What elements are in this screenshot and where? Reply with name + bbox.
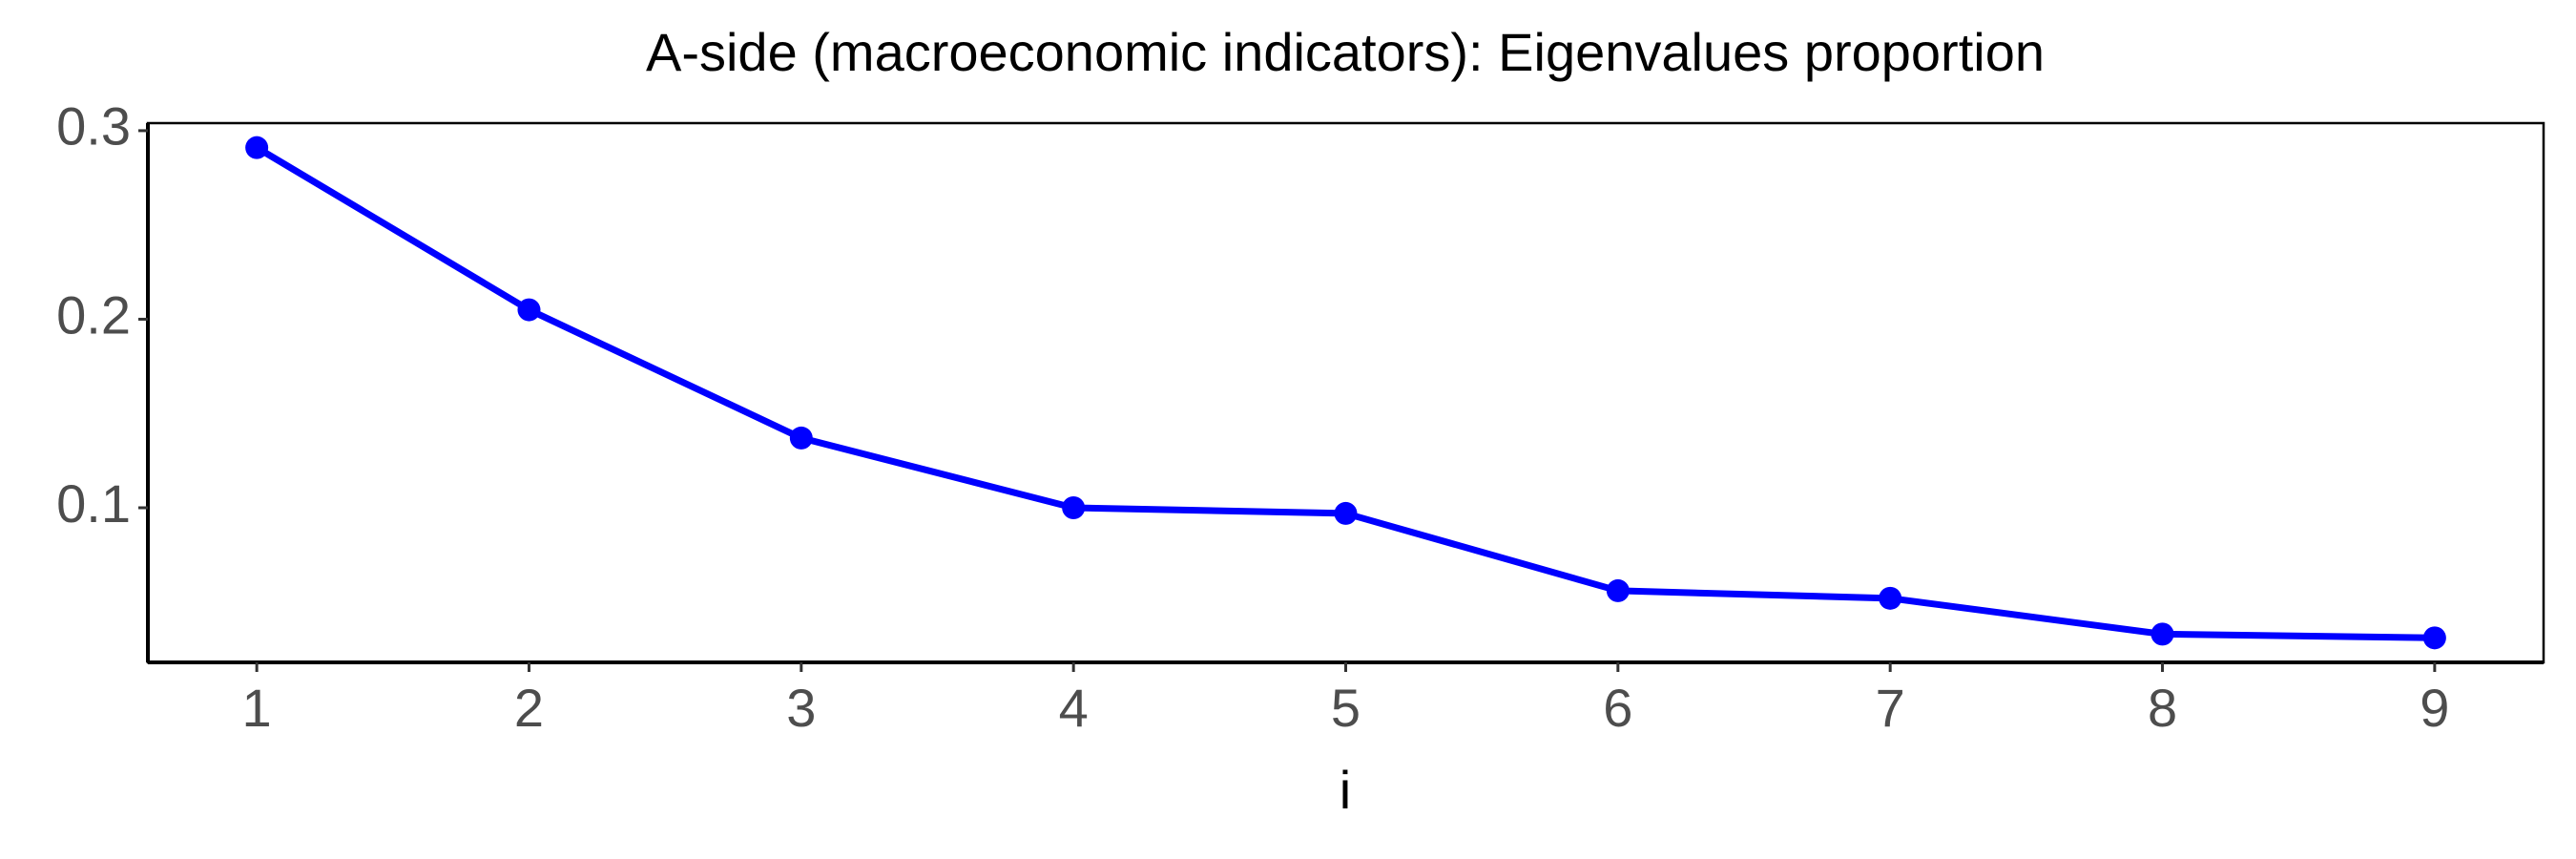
x-tick-label: 2 bbox=[514, 678, 544, 738]
data-point bbox=[789, 426, 813, 450]
data-point bbox=[1334, 501, 1358, 525]
x-tick-label: 1 bbox=[242, 678, 272, 738]
x-tick-label: 3 bbox=[786, 678, 816, 738]
data-point bbox=[517, 298, 541, 322]
data-point bbox=[2150, 622, 2174, 646]
data-point bbox=[2422, 626, 2446, 650]
data-point bbox=[1606, 578, 1630, 602]
x-tick-label: 5 bbox=[1331, 678, 1361, 738]
x-tick-label: 9 bbox=[2420, 678, 2449, 738]
x-tick-label: 4 bbox=[1059, 678, 1089, 738]
x-tick-label: 8 bbox=[2148, 678, 2177, 738]
data-point bbox=[245, 136, 269, 159]
x-tick-label: 7 bbox=[1876, 678, 1905, 738]
y-tick-label: 0.2 bbox=[56, 284, 131, 345]
x-tick-label: 6 bbox=[1603, 678, 1632, 738]
data-point bbox=[1062, 496, 1086, 520]
y-tick-label: 0.1 bbox=[56, 473, 131, 534]
data-point bbox=[1879, 586, 1902, 610]
x-axis-label: i bbox=[1340, 760, 1351, 820]
y-tick-label: 0.3 bbox=[56, 96, 131, 157]
chart-title: A-side (macroeconomic indicators): Eigen… bbox=[646, 22, 2045, 82]
